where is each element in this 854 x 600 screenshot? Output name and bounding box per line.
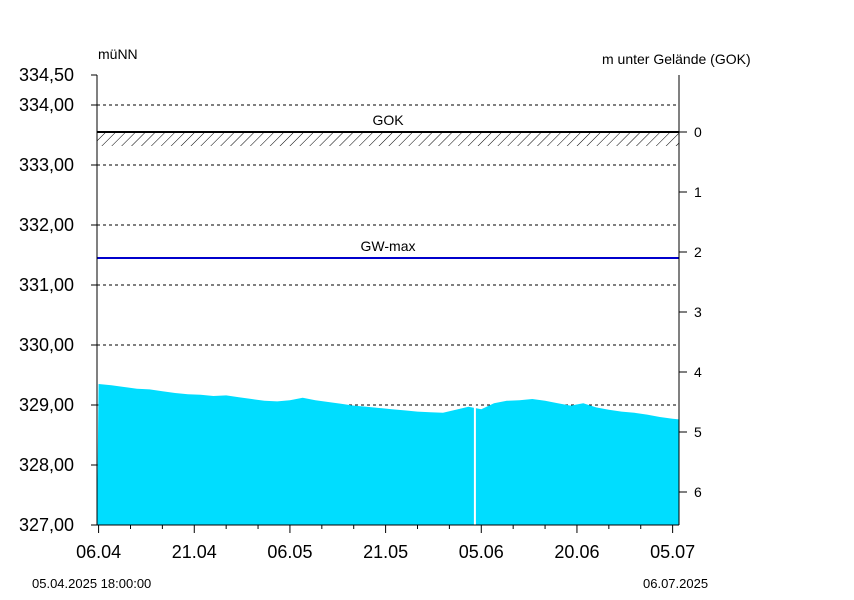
left-tick-label-5: 330,00	[19, 335, 74, 355]
x-tick-label-2: 06.05	[267, 542, 312, 562]
right-tick-label-0: 0	[694, 124, 702, 140]
x-tick-label-4: 05.06	[459, 542, 504, 562]
right-tick-label-1: 1	[694, 184, 702, 200]
left-tick-label-0: 334,50	[19, 65, 74, 85]
left-tick-label-1: 334,00	[19, 95, 74, 115]
left-tick-label-4: 331,00	[19, 275, 74, 295]
x-tick-label-0: 06.04	[76, 542, 121, 562]
axes	[91, 74, 687, 533]
start-timestamp: 05.04.2025 18:00:00	[32, 576, 152, 591]
right-tick-label-4: 4	[694, 364, 702, 380]
right-tick-label-3: 3	[694, 304, 702, 320]
x-tick-label-1: 21.04	[172, 542, 217, 562]
left-tick-label-2: 333,00	[19, 155, 74, 175]
right-axis-unit: m unter Gelände (GOK)	[602, 51, 751, 67]
ref-label-gok: GOK	[372, 112, 404, 128]
left-axis-unit: müNN	[98, 46, 138, 62]
left-tick-label-6: 329,00	[19, 395, 74, 415]
right-tick-label-2: 2	[694, 244, 702, 260]
right-tick-label-5: 5	[694, 424, 702, 440]
left-tick-label-8: 327,00	[19, 515, 74, 535]
reference-lines: GOK GW-max	[97, 112, 679, 259]
x-tick-label-6: 05.07	[650, 542, 695, 562]
ref-label-gw-max: GW-max	[361, 238, 416, 254]
end-timestamp: 06.07.2025	[643, 576, 709, 591]
right-tick-label-6: 6	[694, 484, 702, 500]
left-tick-label-3: 332,00	[19, 215, 74, 235]
tick-labels: 334,50 334,00 333,00 332,00 331,00 330,00 329,…	[19, 65, 702, 562]
left-tick-label-7: 328,00	[19, 455, 74, 475]
x-tick-label-3: 21.05	[363, 542, 408, 562]
water-level-area	[97, 384, 679, 525]
ground-hatch	[97, 132, 679, 146]
data-area	[97, 75, 679, 525]
x-tick-label-5: 20.06	[554, 542, 599, 562]
